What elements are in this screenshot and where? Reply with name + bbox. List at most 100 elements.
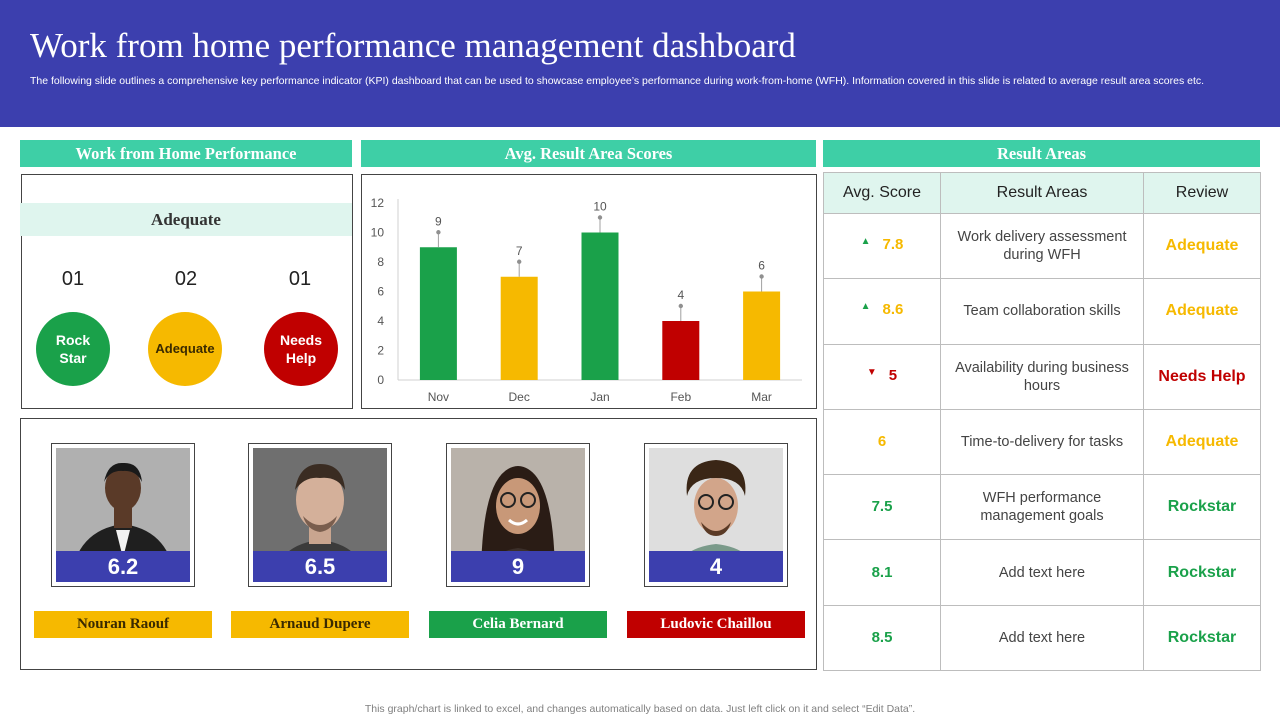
col-result-areas: Result Areas xyxy=(940,172,1144,214)
person-card-3: 4 xyxy=(644,443,788,587)
row-score-cell: ▼ 5 xyxy=(823,343,941,410)
row-score: 8.6 xyxy=(882,301,904,319)
data-label-dot xyxy=(759,274,764,279)
y-tick-label: 0 xyxy=(377,373,384,387)
y-tick-label: 2 xyxy=(377,344,384,358)
data-label: 7 xyxy=(516,244,523,258)
data-label: 10 xyxy=(593,200,607,214)
data-label: 9 xyxy=(435,214,442,228)
table-header-row: Avg. Score Result Areas Review xyxy=(823,172,1261,214)
row-area: Availability during business hours xyxy=(940,343,1144,410)
col-avg-score: Avg. Score xyxy=(823,172,941,214)
page-subtitle: The following slide outlines a comprehen… xyxy=(30,75,1205,87)
y-tick-label: 12 xyxy=(371,196,385,210)
row-score-cell: 8.1 xyxy=(823,539,941,606)
row-area: Team collaboration skills xyxy=(940,278,1144,345)
table-row: ▲ 7.8 Work delivery assessment during WFH A… xyxy=(823,212,1261,280)
row-area: Time-to-delivery for tasks xyxy=(940,408,1144,476)
table-row: 8.1 Add text here Rockstar xyxy=(823,539,1261,606)
person-score-3: 4 xyxy=(649,551,783,582)
data-label: 6 xyxy=(758,259,765,273)
data-label: 4 xyxy=(677,288,684,302)
table-row: 7.5 WFH performance management goals Rocks… xyxy=(823,474,1261,541)
row-score: 7.5 xyxy=(871,498,893,516)
row-review: Needs Help xyxy=(1143,343,1261,410)
x-tick-label: Jan xyxy=(590,390,609,404)
needs-help-count: 01 xyxy=(288,268,312,290)
row-score: 6 xyxy=(877,433,887,451)
x-tick-label: Nov xyxy=(428,390,449,404)
col-review: Review xyxy=(1143,172,1261,214)
person-score-1: 6.5 xyxy=(253,551,387,582)
person-name-0: Nouran Raouf xyxy=(34,611,212,638)
avg-result-area-bar-chart: 0 2 4 6 8 10 12 9 Nov 7 Dec 10 Jan 4 Feb 6 Mar xyxy=(371,196,802,404)
needs-help-label: Needs Help xyxy=(279,332,323,366)
row-score-cell: 6 xyxy=(823,408,941,476)
person-name-2: Celia Bernard xyxy=(429,611,607,638)
y-tick-label: 8 xyxy=(377,255,384,269)
row-score: 7.8 xyxy=(882,236,904,254)
row-score-cell: 8.5 xyxy=(823,604,941,672)
person-name-1: Arnaud Dupere xyxy=(231,611,409,638)
bar-mar xyxy=(743,291,781,380)
y-tick-label: 4 xyxy=(377,314,384,328)
chart-section-heading: Avg. Result Area Scores xyxy=(361,140,816,167)
result-areas-table: Avg. Score Result Areas Review ▲ 7.8 Work … xyxy=(823,172,1261,672)
table-row: ▲ 8.6 Team collaboration skills Adequate xyxy=(823,278,1261,345)
row-review: Rockstar xyxy=(1143,539,1261,606)
page-title: Work from home performance management da… xyxy=(30,26,796,65)
trend-down-icon: ▼ xyxy=(866,366,877,378)
row-review: Adequate xyxy=(1143,408,1261,476)
row-review: Rockstar xyxy=(1143,474,1261,541)
row-score-cell: ▲ 8.6 xyxy=(823,278,941,345)
adequate-circle: Adequate xyxy=(148,312,222,386)
row-area: WFH performance management goals xyxy=(940,474,1144,541)
row-score: 8.5 xyxy=(871,628,893,646)
table-row: 6 Time-to-delivery for tasks Adequate xyxy=(823,408,1261,476)
row-area: Add text here xyxy=(940,539,1144,606)
rockstar-count: 01 xyxy=(61,268,85,290)
row-area: Add text here xyxy=(940,604,1144,672)
data-label-dot xyxy=(436,230,441,235)
row-score-cell: 7.5 xyxy=(823,474,941,541)
person-score-0: 6.2 xyxy=(56,551,190,582)
person-card-1: 6.5 xyxy=(248,443,392,587)
rockstar-circle: Rock Star xyxy=(36,312,110,386)
bar-feb xyxy=(662,321,700,380)
row-review: Rockstar xyxy=(1143,604,1261,672)
result-areas-heading: Result Areas xyxy=(823,140,1260,167)
table-row: 8.5 Add text here Rockstar xyxy=(823,604,1261,672)
trend-up-icon: ▲ xyxy=(860,236,871,248)
row-score: 5 xyxy=(888,366,898,384)
data-label-dot xyxy=(678,303,683,309)
adequate-label: Adequate xyxy=(155,341,215,356)
data-label-dot xyxy=(597,215,603,220)
header-banner: Work from home performance management da… xyxy=(0,0,1280,127)
bar-jan xyxy=(581,232,619,380)
row-area: Work delivery assessment during WFH xyxy=(940,212,1144,280)
row-review: Adequate xyxy=(1143,278,1261,345)
x-tick-label: Dec xyxy=(509,390,530,404)
person-name-3: Ludovic Chaillou xyxy=(627,611,805,638)
bar-nov xyxy=(419,247,457,380)
footer-note: This graph/chart is linked to excel, and… xyxy=(364,703,916,715)
rockstar-label: Rock Star xyxy=(55,332,91,366)
person-card-0: 6.2 xyxy=(51,443,195,587)
wfh-section-heading: Work from Home Performance xyxy=(20,140,352,167)
person-card-2: 9 xyxy=(446,443,590,587)
row-review: Adequate xyxy=(1143,212,1261,280)
trend-up-icon: ▲ xyxy=(860,301,871,313)
row-score-cell: ▲ 7.8 xyxy=(823,212,941,280)
x-tick-label: Feb xyxy=(670,390,691,404)
person-score-2: 9 xyxy=(451,551,585,582)
adequate-count: 02 xyxy=(174,268,198,290)
bar-dec xyxy=(500,276,538,380)
x-tick-label: Mar xyxy=(751,390,772,404)
y-tick-label: 6 xyxy=(377,285,384,299)
table-row: ▼ 5 Availability during business hours Need… xyxy=(823,343,1261,410)
wfh-status-band: Adequate xyxy=(20,203,352,236)
data-label-dot xyxy=(517,259,522,264)
y-tick-label: 10 xyxy=(371,226,385,240)
needs-help-circle: Needs Help xyxy=(264,312,338,386)
row-score: 8.1 xyxy=(871,563,893,581)
